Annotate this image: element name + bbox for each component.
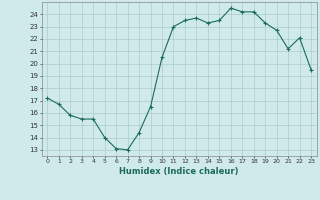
X-axis label: Humidex (Indice chaleur): Humidex (Indice chaleur) <box>119 167 239 176</box>
